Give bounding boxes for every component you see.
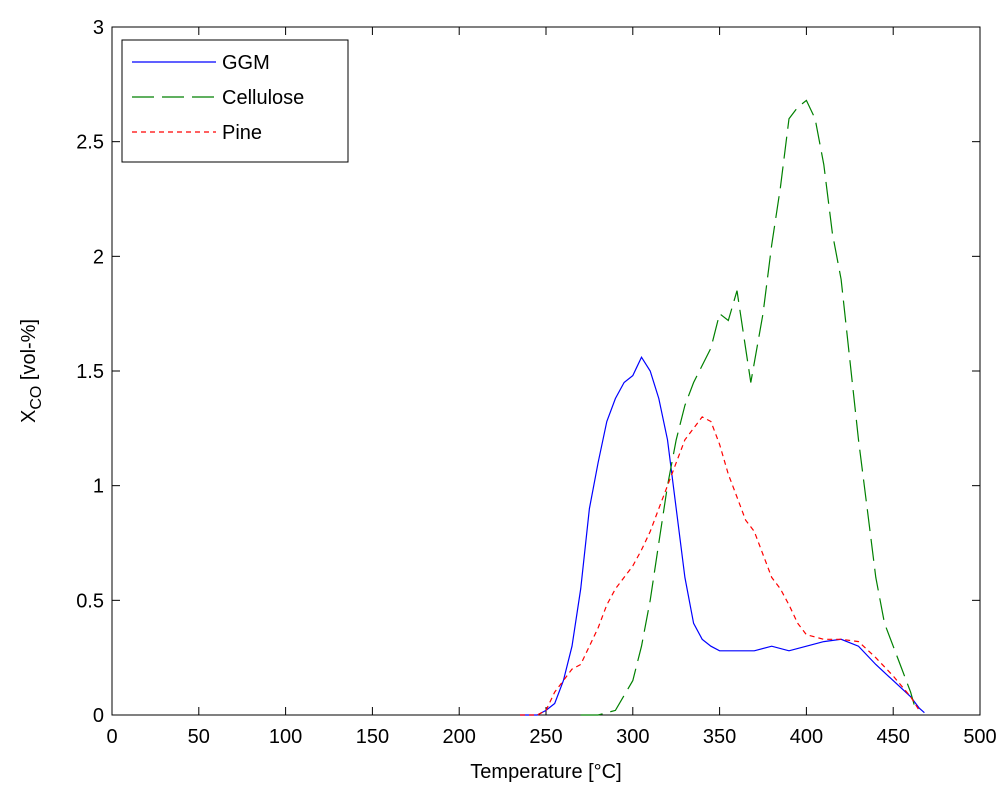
y-tick-label: 0 [93,705,104,727]
legend-box [121,39,349,163]
y-tick-label: 1 [93,476,104,498]
y-tick-label: 2 [93,246,104,268]
y-tick-label: 3 [93,17,104,39]
x-tick-label: 150 [356,726,389,748]
y-label-rest: [vol-%] [18,319,40,386]
legend-label: GGM [222,52,270,74]
legend-label: Cellulose [222,87,304,109]
x-tick-label: 350 [703,726,736,748]
x-tick-label: 200 [443,726,476,748]
x-tick-label: 400 [790,726,823,748]
x-tick-label: 250 [529,726,562,748]
y-label-sub: CO [28,386,45,410]
x-tick-label: 0 [106,726,117,748]
x-axis-label: Temperature [°C] [470,761,621,783]
data-line [580,99,917,716]
x-tick-label: 450 [877,726,910,748]
x-tick-label: 50 [188,726,210,748]
y-tick-label: 2.5 [76,132,104,154]
y-tick-label: 1.5 [76,361,104,383]
x-tick-label: 300 [616,726,649,748]
x-tick-label: 100 [269,726,302,748]
y-axis-label: XCO [vol-%] [18,319,45,423]
legend-label: Pine [222,122,262,144]
data-line [520,355,925,716]
x-tick-label: 500 [963,726,996,748]
y-label-main: X [18,410,40,423]
y-tick-label: 0.5 [76,590,104,612]
